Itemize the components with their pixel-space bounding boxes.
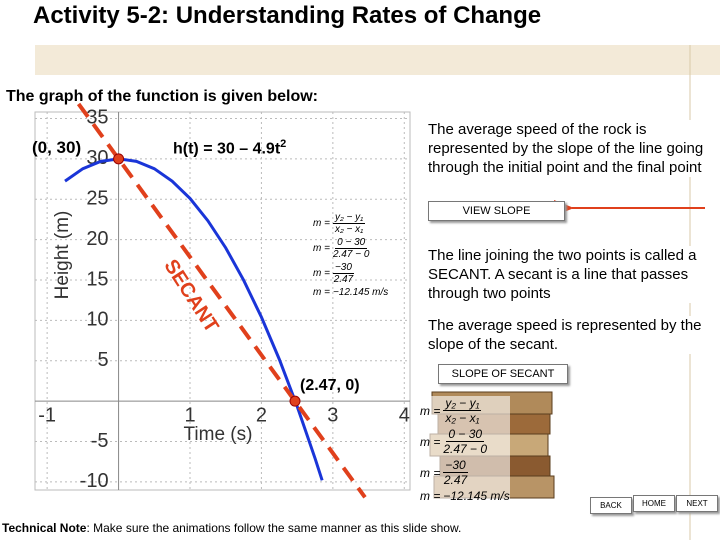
y-axis-label: Height (m) xyxy=(52,211,73,300)
formula-lhs: m = xyxy=(313,287,330,298)
technical-note-label: Technical Note xyxy=(2,521,87,535)
technical-note-text: : Make sure the animations follow the sa… xyxy=(86,521,462,535)
home-button[interactable]: HOME xyxy=(633,495,675,512)
function-exponent: 2 xyxy=(280,138,287,150)
formula-lhs: m = xyxy=(420,465,441,480)
title: Activity 5-2: Understanding Rates of Cha… xyxy=(33,2,542,29)
note: The average speed is represented by the … xyxy=(428,316,718,354)
formula-lhs: m = xyxy=(313,268,330,279)
next-button[interactable]: NEXT xyxy=(676,495,718,512)
formula-lhs: m = xyxy=(420,489,441,503)
point xyxy=(113,153,125,165)
function-label: h(t) = 30 – 4.9t2 xyxy=(173,138,286,158)
fraction: −30 2.47 xyxy=(443,458,468,487)
y-tick-label: 35 xyxy=(86,107,108,129)
fraction: 0 − 30 2.47 − 0 xyxy=(443,427,487,456)
point xyxy=(289,395,301,407)
technical-note: Technical Note: Make sure the animations… xyxy=(2,521,461,535)
y-tick-label: 10 xyxy=(86,309,108,331)
formula-row: m = y₂ − y₁ x₂ − x₁ xyxy=(313,212,388,235)
y-tick-label: -10 xyxy=(80,470,109,492)
y-tick-label: -5 xyxy=(91,430,109,452)
x-tick-label: -1 xyxy=(38,404,56,426)
denominator: 2.47 xyxy=(443,473,468,487)
fraction: −30 2.47 xyxy=(332,262,354,285)
numerator: 0 − 30 xyxy=(446,427,485,442)
numerator: −30 xyxy=(443,458,468,473)
x-tick-label: 3 xyxy=(327,404,338,426)
formula-row: m = 0 − 30 2.47 − 0 xyxy=(420,427,510,456)
formula-value: −12.145 m/s xyxy=(443,489,510,503)
formula-value: −12.145 m/s xyxy=(332,287,389,298)
secant xyxy=(76,102,367,499)
y-tick-label: 15 xyxy=(86,268,108,290)
y-tick-label: 20 xyxy=(86,228,108,250)
back-button[interactable]: BACK xyxy=(590,497,632,514)
intro: The graph of the function is given below… xyxy=(6,88,318,105)
formula-lhs: m = xyxy=(420,403,441,418)
slope-of-secant-button[interactable]: SLOPE OF SECANT xyxy=(438,364,568,384)
x-tick-label: 2 xyxy=(256,404,267,426)
formula-row: m = 0 − 30 2.47 − 0 xyxy=(313,237,388,260)
formula-row: m = −12.145 m/s xyxy=(420,489,510,503)
y-tick-label: 25 xyxy=(86,188,108,210)
formula-row: m = y₂ − y₁ x₂ − x₁ xyxy=(420,396,510,425)
numerator: 0 − 30 xyxy=(335,237,368,249)
denominator: x₂ − x₁ xyxy=(445,411,480,425)
formula-row: m = −30 2.47 xyxy=(420,458,510,487)
x-axis-label: Time (s) xyxy=(184,424,253,445)
numerator: y₂ − y₁ xyxy=(332,212,366,224)
denominator: x₂ − x₁ xyxy=(334,224,364,235)
point-label: (0, 30) xyxy=(32,138,82,157)
plot-area xyxy=(34,111,411,491)
formula-lhs: m = xyxy=(420,434,441,449)
formula-lhs: m = xyxy=(313,218,330,229)
x-tick-label: 4 xyxy=(399,404,410,426)
denominator: 2.47 xyxy=(333,274,354,285)
denominator: 2.47 − 0 xyxy=(443,442,488,456)
fraction: y₂ − y₁ x₂ − x₁ xyxy=(332,212,366,235)
fraction: y₂ − y₁ x₂ − x₁ xyxy=(443,396,482,425)
header-band xyxy=(35,45,720,75)
y-tick-label: 5 xyxy=(97,349,108,371)
note: The line joining the two points is calle… xyxy=(428,246,713,303)
formula-row: m = −12.145 m/s xyxy=(313,287,388,298)
formula-row: m = −30 2.47 xyxy=(313,262,388,285)
note: The average speed of the rock is represe… xyxy=(428,120,708,177)
fraction: 0 − 30 2.47 − 0 xyxy=(333,237,369,260)
numerator: y₂ − y₁ xyxy=(443,396,482,411)
point-label: (2.47, 0) xyxy=(300,377,360,394)
denominator: 2.47 − 0 xyxy=(332,249,370,260)
numerator: −30 xyxy=(332,262,354,274)
formula-lhs: m = xyxy=(313,243,330,254)
curve xyxy=(64,157,324,481)
view-slope-button[interactable]: VIEW SLOPE xyxy=(428,201,565,221)
function-text: h(t) = 30 – 4.9t xyxy=(173,140,281,158)
x-tick-label: 1 xyxy=(184,404,195,426)
